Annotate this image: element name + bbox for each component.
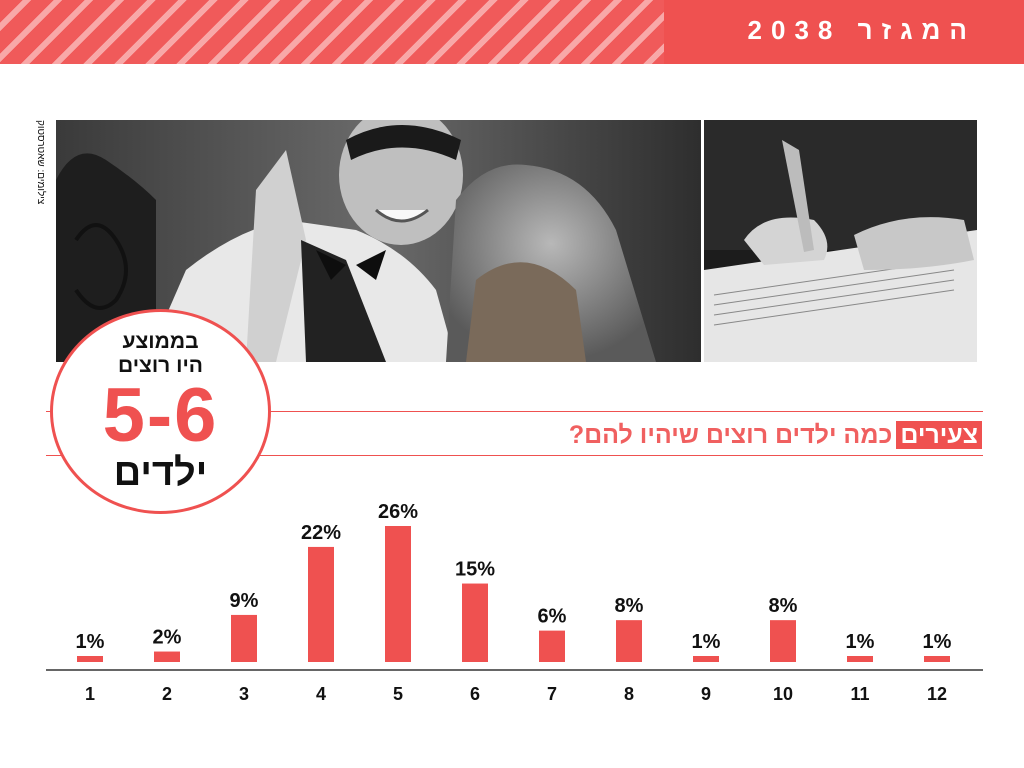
x-tick-label-4: 4 bbox=[316, 684, 326, 704]
divider-bottom bbox=[46, 455, 983, 456]
photo-credit: צילומים: שאטרסטוק bbox=[35, 120, 46, 205]
bar-value-label-7: 6% bbox=[538, 606, 567, 628]
bar-2 bbox=[154, 651, 180, 662]
bar-9 bbox=[693, 656, 719, 662]
bar-value-label-1: 1% bbox=[76, 631, 105, 653]
x-tick-label-9: 9 bbox=[701, 684, 711, 704]
bar-value-label-8: 8% bbox=[615, 595, 644, 617]
x-tick-label-8: 8 bbox=[624, 684, 634, 704]
bar-value-label-4: 22% bbox=[301, 522, 341, 544]
x-tick-label-7: 7 bbox=[547, 684, 557, 704]
average-unit: ילדים bbox=[113, 452, 208, 494]
bar-8 bbox=[616, 620, 642, 662]
bar-value-label-10: 8% bbox=[769, 595, 798, 617]
signing-photo bbox=[704, 120, 977, 362]
x-tick-label-6: 6 bbox=[470, 684, 480, 704]
bar-chart: 1% 1 2% 2 9% 3 22% 4 26% 5 15% 6 6% 7 8% 8 1% 9 8% 10 1% 11 1%… bbox=[46, 501, 983, 704]
bar-value-label-11: 1% bbox=[846, 631, 875, 653]
bar-5 bbox=[385, 526, 411, 662]
question-highlight: צעירים bbox=[896, 421, 982, 449]
bar-1 bbox=[77, 656, 103, 662]
divider-top bbox=[46, 411, 983, 412]
x-tick-label-1: 1 bbox=[85, 684, 95, 704]
average-line1: בממוצע bbox=[122, 330, 199, 353]
bar-value-label-3: 9% bbox=[230, 590, 259, 612]
bar-value-label-6: 15% bbox=[455, 559, 495, 581]
bar-7 bbox=[539, 630, 565, 662]
question-text: כמה ילדים רוצים שיהיו להם? bbox=[568, 421, 893, 449]
bar-value-label-12: 1% bbox=[923, 631, 952, 653]
bar-11 bbox=[847, 656, 873, 662]
bar-value-label-5: 26% bbox=[378, 501, 418, 523]
x-tick-label-3: 3 bbox=[239, 684, 249, 704]
x-tick-label-2: 2 bbox=[162, 684, 172, 704]
header-title-bar bbox=[664, 0, 1024, 64]
average-range: 5-6 bbox=[102, 373, 219, 458]
bar-12 bbox=[924, 656, 950, 662]
bar-3 bbox=[231, 614, 257, 662]
header-title: המגזר 2038 bbox=[747, 15, 976, 45]
average-line2: היו רוצים bbox=[118, 354, 203, 377]
x-tick-label-10: 10 bbox=[773, 684, 793, 704]
bar-6 bbox=[462, 583, 488, 662]
x-tick-label-11: 11 bbox=[850, 684, 869, 704]
bar-value-label-2: 2% bbox=[153, 627, 182, 649]
x-tick-label-5: 5 bbox=[393, 684, 403, 704]
bar-4 bbox=[308, 546, 334, 662]
bar-10 bbox=[770, 620, 796, 662]
average-callout: בממוצע היו רוצים 5-6 ילדים bbox=[50, 309, 271, 514]
x-tick-label-12: 12 bbox=[927, 684, 947, 704]
bar-value-label-9: 1% bbox=[692, 631, 721, 653]
chart-question: צעיריםכמה ילדים רוצים שיהיו להם? bbox=[569, 420, 982, 450]
